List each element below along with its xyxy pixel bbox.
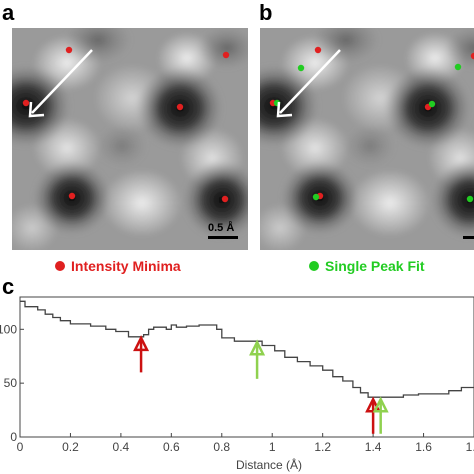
line-profile-arrow-a bbox=[28, 49, 93, 118]
x-tick-label: 1.4 bbox=[365, 440, 382, 454]
legend-label-single-peak-fit: Single Peak Fit bbox=[325, 258, 425, 274]
legend-single-peak-fit: Single Peak Fit bbox=[309, 258, 425, 274]
plot-frame bbox=[19, 296, 474, 438]
peak-fit-marker bbox=[312, 193, 320, 201]
minima-marker bbox=[314, 46, 322, 54]
minima-marker bbox=[65, 46, 73, 54]
minima-marker bbox=[22, 99, 30, 107]
y-tick-label: 50 bbox=[4, 376, 18, 390]
x-tick-label: 0.2 bbox=[62, 440, 79, 454]
profile-line bbox=[20, 300, 474, 398]
panel-b-letter: b bbox=[259, 0, 272, 25]
intensity-minima-markers-a bbox=[22, 46, 230, 203]
annotation-arrow-head bbox=[133, 335, 150, 352]
scale-bar-b bbox=[463, 236, 474, 239]
peak-fit-marker bbox=[454, 63, 462, 71]
x-tick-label: 0.8 bbox=[213, 440, 230, 454]
scale-bar-label-a: 0.5 Å bbox=[208, 221, 234, 234]
panel-c: c 0 0.2 0.4 0.6 0.8 1 1.2 1.4 1.6 1.8 0 50 100 Distan… bbox=[0, 274, 474, 472]
peak-fit-markers-b bbox=[273, 63, 474, 203]
stem-image-b bbox=[228, 16, 474, 252]
legend-label-intensity-minima: Intensity Minima bbox=[71, 258, 181, 274]
x-tick-label: 0 bbox=[17, 440, 24, 454]
line-profile-chart: 0 0.2 0.4 0.6 0.8 1 1.2 1.4 1.6 1.8 0 50 100 Distance… bbox=[0, 296, 474, 472]
x-tick-label: 1 bbox=[269, 440, 276, 454]
minima-marker bbox=[68, 192, 76, 200]
peak-fit-marker bbox=[297, 64, 305, 72]
panel-a: a 0.5 Å bbox=[0, 0, 262, 252]
x-tick-label: 0.6 bbox=[163, 440, 180, 454]
peak-fit-marker bbox=[428, 100, 436, 108]
minima-marker bbox=[221, 195, 229, 203]
panel-c-letter: c bbox=[2, 274, 14, 299]
annotation-arrow-head bbox=[249, 339, 266, 356]
stem-image-a bbox=[0, 16, 262, 252]
legend-intensity-minima: Intensity Minima bbox=[55, 258, 181, 274]
x-axis-label: Distance (Å) bbox=[236, 457, 302, 472]
y-tick-label: 0 bbox=[10, 430, 17, 444]
line-profile-arrow-b bbox=[276, 49, 341, 118]
x-tick-label: 1.2 bbox=[314, 440, 331, 454]
x-tick-label: 1.8 bbox=[466, 440, 474, 454]
legend-marker-green bbox=[309, 261, 319, 271]
minima-marker bbox=[470, 52, 474, 60]
panel-a-letter: a bbox=[2, 0, 15, 25]
minima-marker bbox=[222, 51, 230, 59]
peak-fit-marker bbox=[466, 195, 474, 203]
legend-marker-red bbox=[55, 261, 65, 271]
annotation-arrow-head bbox=[372, 396, 389, 413]
scale-bar-a: 0.5 Å bbox=[208, 221, 238, 239]
y-tick-label: 100 bbox=[0, 322, 17, 336]
annotation-arrow-head bbox=[365, 396, 382, 413]
minima-marker bbox=[176, 103, 184, 111]
x-tick-label: 1.6 bbox=[415, 440, 432, 454]
x-tick-label: 0.4 bbox=[113, 440, 130, 454]
panel-b: b bbox=[228, 0, 474, 252]
